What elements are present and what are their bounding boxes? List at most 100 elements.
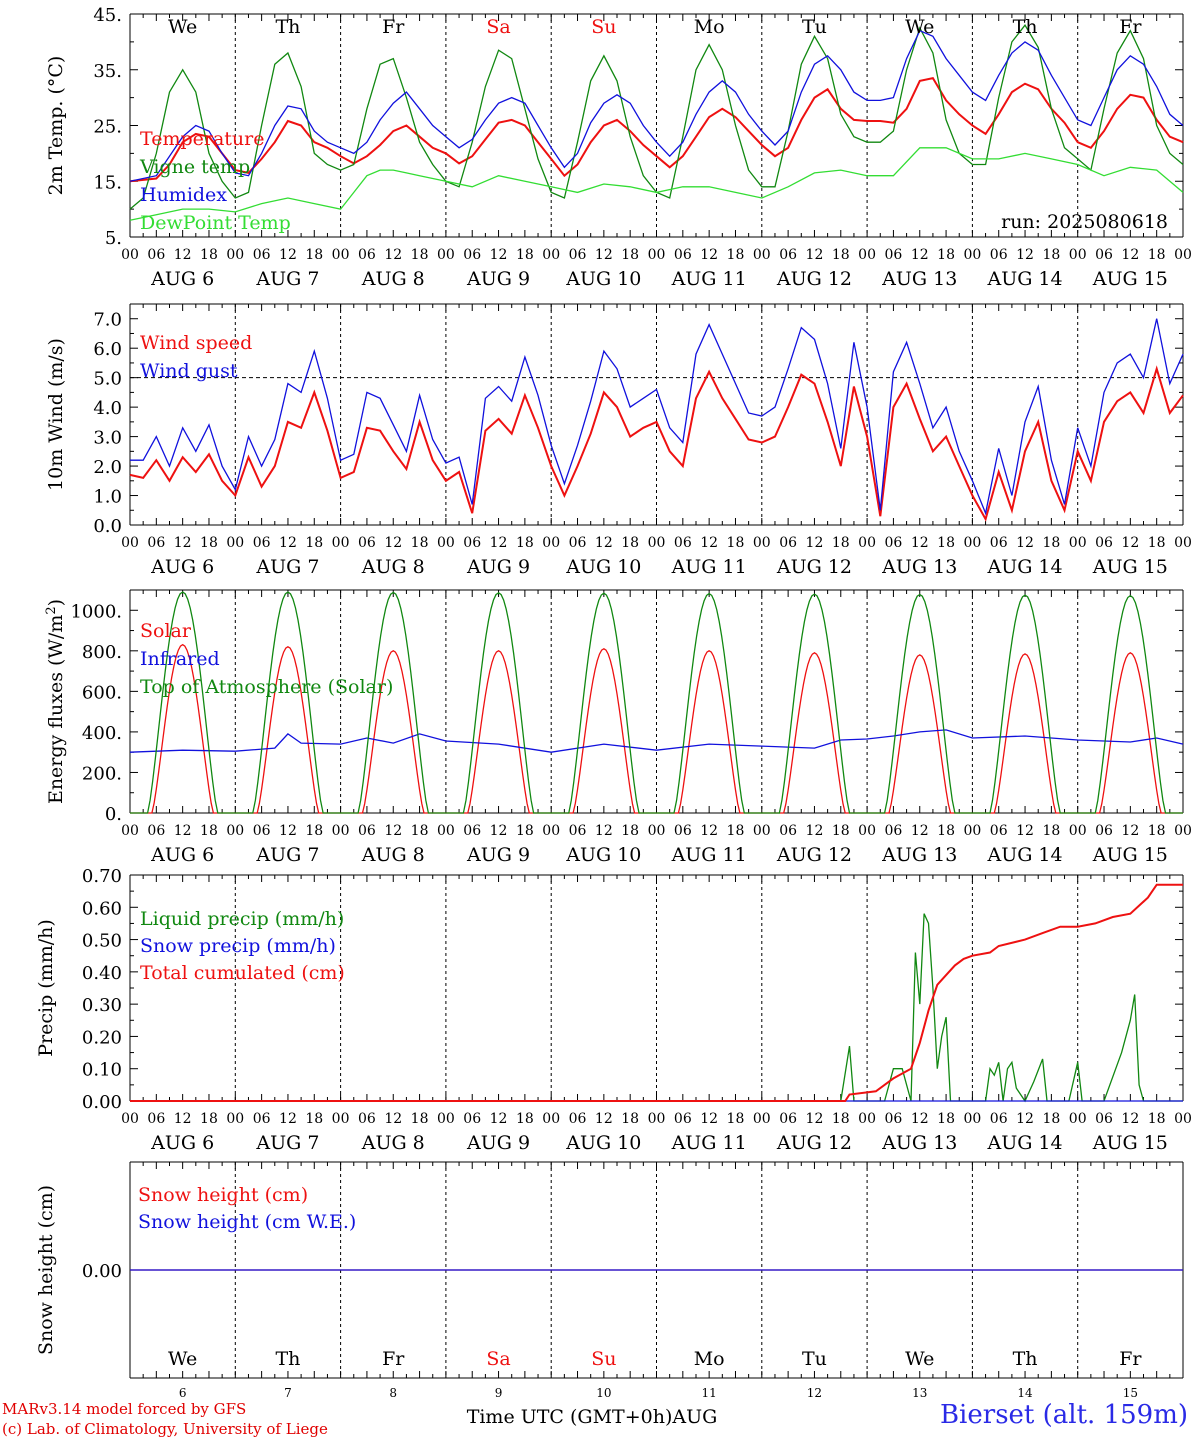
hour-label: 12	[1016, 1111, 1034, 1127]
hour-label: 18	[727, 535, 745, 551]
panel-5: 0.00 Snow height (cm) Snow height (cm) Snow…	[35, 1161, 1184, 1379]
hour-label: 18	[305, 823, 323, 839]
day-label: AUG 9	[466, 1132, 530, 1154]
hour-label: 12	[911, 823, 929, 839]
hour-label: 12	[279, 823, 297, 839]
legend-vigne-temp: Vigne temp	[139, 156, 250, 178]
hour-label: 12	[595, 823, 613, 839]
y-tick-label: 6.0	[93, 339, 122, 360]
hour-label: 00	[437, 1111, 455, 1127]
day-label: AUG 10	[565, 844, 641, 866]
hour-label: 12	[490, 247, 508, 263]
hour-label: 00	[121, 247, 139, 263]
y-tick-label: 15.	[93, 172, 122, 193]
day-label: AUG 10	[565, 1132, 641, 1154]
weekday-label: Su	[591, 1348, 616, 1370]
hour-label: 12	[384, 247, 402, 263]
hour-label: 18	[200, 1111, 218, 1127]
hour-label: 18	[516, 823, 534, 839]
weekday-label: We	[905, 1348, 934, 1370]
hour-label: 00	[226, 535, 244, 551]
series-wind-gust	[130, 318, 1184, 516]
day-label: AUG 14	[986, 268, 1062, 290]
hour-label: 00	[437, 535, 455, 551]
hour-label: 00	[1069, 535, 1087, 551]
hour-label: 12	[806, 1111, 824, 1127]
y-tick-label: 0.10	[82, 1060, 122, 1081]
hour-label: 00	[753, 1111, 771, 1127]
legend-liquid-precip-mm-h-: Liquid precip (mm/h)	[140, 908, 344, 930]
hour-label: 00	[858, 247, 876, 263]
panel-2: 0.0 1.0 2.0 3.0 4.0 5.0 6.0 7.0 10m Wind (m/s) Wi…	[45, 303, 1192, 578]
hour-label: 12	[1016, 823, 1034, 839]
day-label: AUG 7	[255, 268, 319, 290]
panel-3: 0. 200. 400. 600. 800. 1000.Energy fluxes (W/…	[44, 589, 1192, 866]
legend-wind-speed: Wind speed	[140, 332, 252, 354]
y-tick-label: 7.0	[93, 310, 122, 331]
y-tick-label: 4.0	[93, 398, 122, 419]
hour-label: 00	[963, 823, 981, 839]
hour-label: 00	[121, 1111, 139, 1127]
y-axis-label: 10m Wind (m/s)	[45, 338, 67, 491]
y-tick-label: 200.	[82, 763, 122, 784]
weekday-label: Mo	[694, 1348, 725, 1370]
hour-label: 00	[1069, 247, 1087, 263]
hour-label: 18	[516, 1111, 534, 1127]
hour-label: 06	[674, 535, 692, 551]
series-top-of-atmosphere-solar-	[130, 591, 1183, 814]
weekday-label: Fr	[1119, 1348, 1142, 1370]
hour-label: 00	[226, 247, 244, 263]
y-axis-label: Energy fluxes (W/m2)	[44, 599, 67, 804]
y-tick-label: 0.20	[82, 1027, 122, 1048]
y-tick-label: 5.	[105, 228, 122, 249]
hour-label: 12	[384, 823, 402, 839]
bottom-day-number: 15	[1123, 1386, 1138, 1400]
hour-label: 06	[1095, 1111, 1113, 1127]
hour-label: 00	[753, 535, 771, 551]
hour-label: 12	[1121, 247, 1139, 263]
hour-label: 12	[595, 535, 613, 551]
hour-label: 06	[569, 535, 587, 551]
hour-label: 18	[621, 823, 639, 839]
y-tick-label: 3.0	[93, 428, 122, 449]
hour-label: 12	[806, 535, 824, 551]
series-dewpoint-temp	[129, 147, 1184, 221]
bottom-day-number: 12	[807, 1386, 822, 1400]
hour-label: 00	[753, 823, 771, 839]
hour-label: 18	[1042, 247, 1060, 263]
hour-label: 12	[174, 823, 192, 839]
bottom-day-number: 9	[495, 1386, 503, 1400]
hour-label: 18	[1148, 535, 1166, 551]
hour-label: 00	[332, 247, 350, 263]
series-wind-speed	[129, 365, 1184, 522]
day-label: AUG 6	[150, 1132, 214, 1154]
hour-label: 00	[1069, 823, 1087, 839]
hour-label: 18	[727, 823, 745, 839]
hour-label: 00	[542, 247, 560, 263]
day-label: AUG 14	[986, 1132, 1062, 1154]
x-axis-title: Time UTC (GMT+0h)AUG	[467, 1406, 718, 1428]
hour-label: 12	[279, 1111, 297, 1127]
weekday-label: Tu	[802, 16, 827, 38]
y-tick-label: 0.30	[82, 995, 122, 1016]
y-tick-label: 800.	[82, 642, 122, 663]
hour-label: 18	[937, 247, 955, 263]
bottom-day-number: 11	[702, 1386, 717, 1400]
hour-label: 06	[990, 1111, 1008, 1127]
hour-label: 12	[174, 535, 192, 551]
day-label: AUG 13	[881, 844, 957, 866]
hour-label: 12	[490, 535, 508, 551]
hour-label: 00	[542, 823, 560, 839]
day-label: AUG 15	[1092, 1132, 1168, 1154]
weekday-label: Fr	[1119, 16, 1142, 38]
hour-label: 12	[595, 247, 613, 263]
legend-infrared: Infrared	[140, 648, 220, 670]
hour-label: 18	[832, 247, 850, 263]
hour-label: 06	[253, 535, 271, 551]
hour-label: 00	[542, 1111, 560, 1127]
bottom-day-number: 13	[912, 1386, 927, 1400]
weekday-label: Th	[1013, 16, 1038, 38]
hour-label: 12	[1016, 247, 1034, 263]
y-tick-label: 0.00	[82, 1261, 122, 1282]
